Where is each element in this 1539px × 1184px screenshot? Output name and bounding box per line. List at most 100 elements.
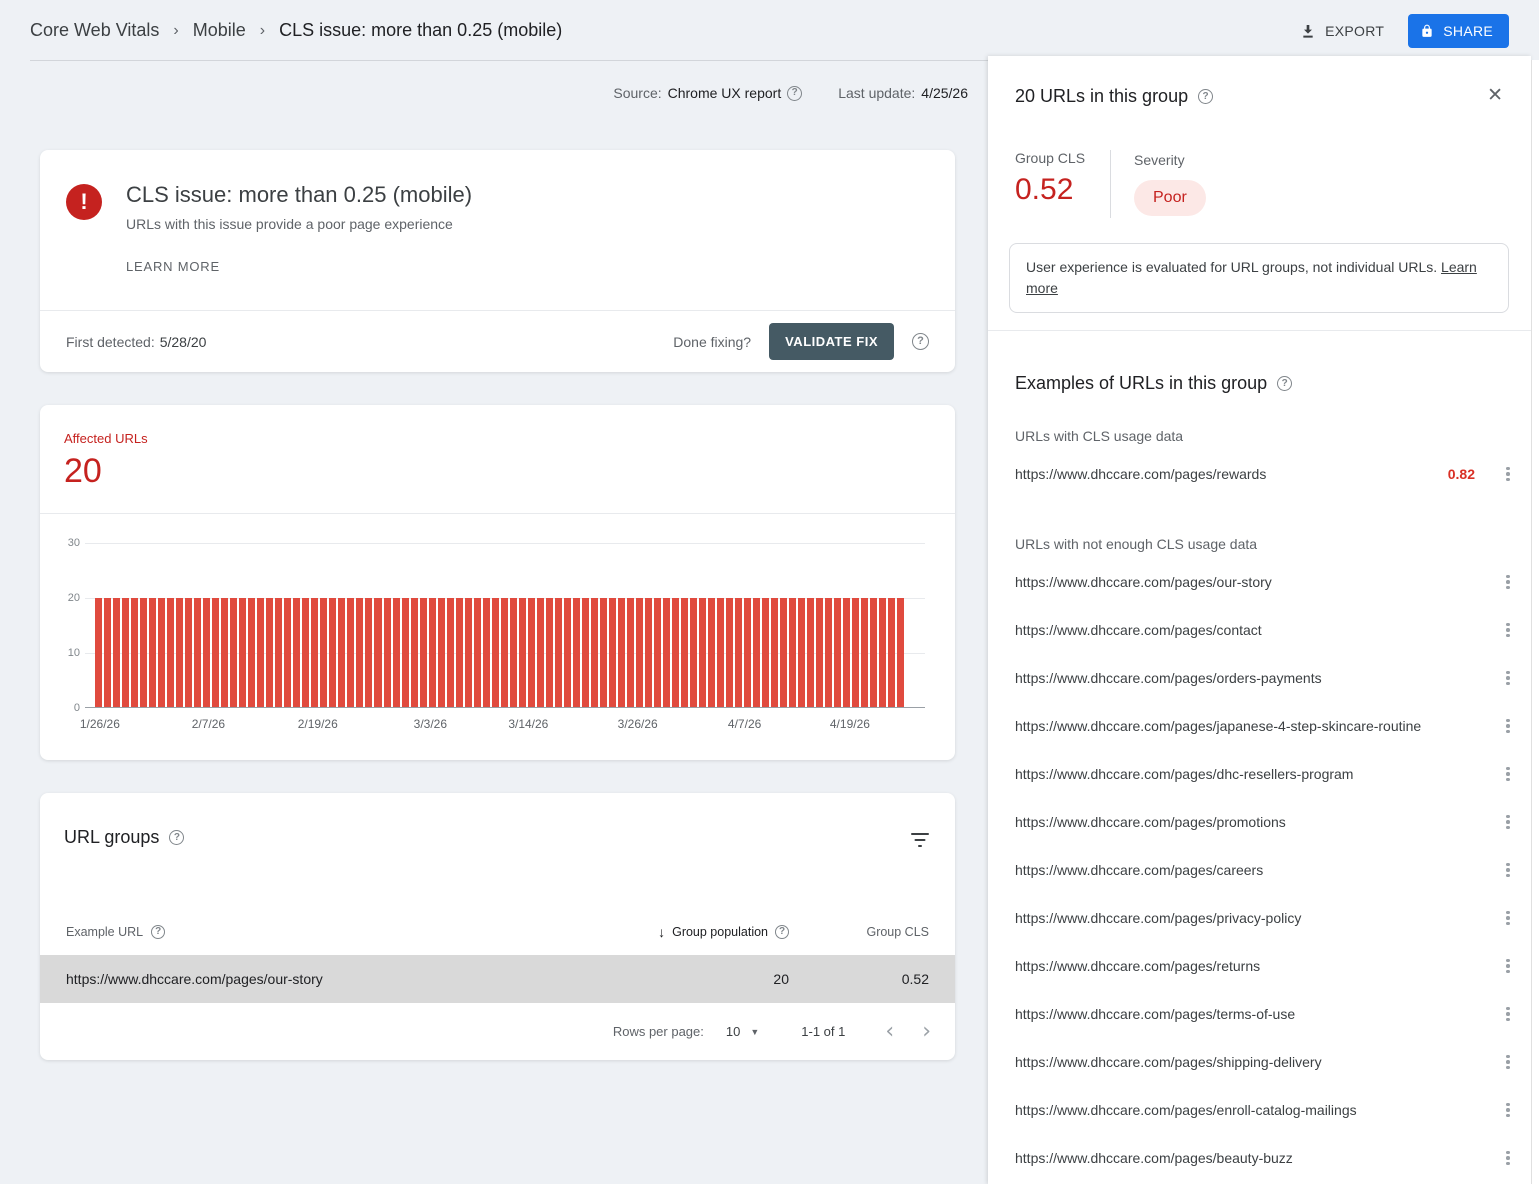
chart-bar[interactable] (374, 597, 382, 707)
chart-bar[interactable] (545, 597, 553, 707)
next-page-icon[interactable]: › (922, 1018, 931, 1044)
chart-bar[interactable] (626, 597, 634, 707)
previous-page-icon[interactable]: ‹ (885, 1018, 895, 1044)
kebab-menu-icon[interactable] (1501, 622, 1515, 638)
chart-bar[interactable] (347, 597, 355, 707)
url-link[interactable]: https://www.dhccare.com/pages/dhc-resell… (1015, 766, 1354, 782)
chart-bar[interactable] (311, 597, 319, 707)
breadcrumb-core-web-vitals[interactable]: Core Web Vitals (30, 20, 160, 40)
kebab-menu-icon[interactable] (1501, 718, 1515, 734)
chart-bar[interactable] (302, 597, 310, 707)
chart-bar[interactable] (798, 597, 806, 707)
chart-bar[interactable] (888, 597, 896, 707)
chart-bar[interactable] (536, 597, 544, 707)
col-group-cls[interactable]: Group CLS (866, 925, 929, 939)
chart-bar[interactable] (897, 597, 905, 707)
chart-bar[interactable] (122, 597, 130, 707)
chart-bar[interactable] (780, 597, 788, 707)
col-group-population[interactable]: Group population (672, 925, 768, 939)
url-link[interactable]: https://www.dhccare.com/pages/contact (1015, 622, 1262, 638)
url-link[interactable]: https://www.dhccare.com/pages/orders-pay… (1015, 670, 1322, 686)
chart-bar[interactable] (744, 597, 752, 707)
chart-bar[interactable] (572, 597, 580, 707)
kebab-menu-icon[interactable] (1501, 574, 1515, 590)
chart-bar[interactable] (167, 597, 175, 707)
chart-bar[interactable] (428, 597, 436, 707)
chart-bar[interactable] (473, 597, 481, 707)
examples-help-icon[interactable]: ? (1277, 376, 1293, 391)
url-link[interactable]: https://www.dhccare.com/pages/terms-of-u… (1015, 1006, 1296, 1022)
chart-bar[interactable] (140, 597, 148, 707)
chart-bar[interactable] (807, 597, 815, 707)
learn-more-link[interactable]: Learn more (1026, 259, 1477, 296)
kebab-menu-icon[interactable] (1501, 766, 1515, 782)
chart-bar[interactable] (95, 597, 103, 707)
table-row[interactable]: https://www.dhccare.com/pages/our-story … (40, 955, 955, 1003)
panel-help-icon[interactable]: ? (1198, 89, 1214, 104)
chart-bar[interactable] (789, 597, 797, 707)
chart-bar[interactable] (726, 597, 734, 707)
url-link[interactable]: https://www.dhccare.com/pages/returns (1015, 958, 1261, 974)
chart-bar[interactable] (825, 597, 833, 707)
kebab-menu-icon[interactable] (1501, 670, 1515, 686)
url-link[interactable]: https://www.dhccare.com/pages/rewards (1015, 466, 1267, 482)
kebab-menu-icon[interactable] (1501, 1150, 1515, 1166)
chart-bar[interactable] (293, 597, 301, 707)
chart-bar[interactable] (843, 597, 851, 707)
url-link[interactable]: https://www.dhccare.com/pages/our-story (1015, 574, 1272, 590)
url-link[interactable]: https://www.dhccare.com/pages/enroll-cat… (1015, 1102, 1357, 1118)
learn-more-link[interactable]: LEARN MORE (126, 259, 220, 274)
chart-bar[interactable] (203, 597, 211, 707)
chart-bar[interactable] (735, 597, 743, 707)
chart-bar[interactable] (320, 597, 328, 707)
chart-bar[interactable] (491, 597, 499, 707)
url-groups-help-icon[interactable]: ? (169, 830, 185, 845)
filter-icon[interactable] (911, 833, 929, 847)
chart-bar[interactable] (392, 597, 400, 707)
kebab-menu-icon[interactable] (1501, 958, 1515, 974)
chart-bar[interactable] (131, 597, 139, 707)
chart-bar[interactable] (329, 597, 337, 707)
chart-bar[interactable] (158, 597, 166, 707)
chart-bar[interactable] (672, 597, 680, 707)
chart-bar[interactable] (635, 597, 643, 707)
chart-bar[interactable] (563, 597, 571, 707)
chart-bar[interactable] (284, 597, 292, 707)
share-button[interactable]: SHARE (1408, 13, 1509, 48)
chart-bar[interactable] (879, 597, 887, 707)
chart-bar[interactable] (239, 597, 247, 707)
chart-bar[interactable] (762, 597, 770, 707)
chart-bar[interactable] (708, 597, 716, 707)
source-help-icon[interactable]: ? (787, 85, 803, 101)
chart-bar[interactable] (834, 597, 842, 707)
chart-bar[interactable] (816, 597, 824, 707)
chart-bar[interactable] (113, 597, 121, 707)
example-url-help-icon[interactable]: ? (151, 925, 166, 939)
kebab-menu-icon[interactable] (1501, 862, 1515, 878)
url-link[interactable]: https://www.dhccare.com/pages/careers (1015, 862, 1264, 878)
kebab-menu-icon[interactable] (1501, 1102, 1515, 1118)
chart-bar[interactable] (248, 597, 256, 707)
col-example-url[interactable]: Example URL (66, 925, 144, 939)
chart-bar[interactable] (599, 597, 607, 707)
kebab-menu-icon[interactable] (1501, 814, 1515, 830)
url-link[interactable]: https://www.dhccare.com/pages/japanese-4… (1015, 718, 1422, 734)
rows-per-page-caret-icon[interactable]: ▼ (750, 1026, 760, 1037)
chart-bar[interactable] (653, 597, 661, 707)
chart-bar[interactable] (401, 597, 409, 707)
chart-bar[interactable] (753, 597, 761, 707)
chart-bar[interactable] (176, 597, 184, 707)
kebab-menu-icon[interactable] (1501, 1054, 1515, 1070)
chart-bar[interactable] (338, 597, 346, 707)
chart-bar[interactable] (266, 597, 274, 707)
chart-bar[interactable] (482, 597, 490, 707)
chart-bar[interactable] (717, 597, 725, 707)
chart-bar[interactable] (383, 597, 391, 707)
chart-bar[interactable] (500, 597, 508, 707)
chart-bar[interactable] (662, 597, 670, 707)
chart-bar[interactable] (554, 597, 562, 707)
rows-per-page-value[interactable]: 10 (725, 1024, 741, 1039)
chart-bar[interactable] (590, 597, 598, 707)
chart-bar[interactable] (410, 597, 418, 707)
chart-bar[interactable] (257, 597, 265, 707)
